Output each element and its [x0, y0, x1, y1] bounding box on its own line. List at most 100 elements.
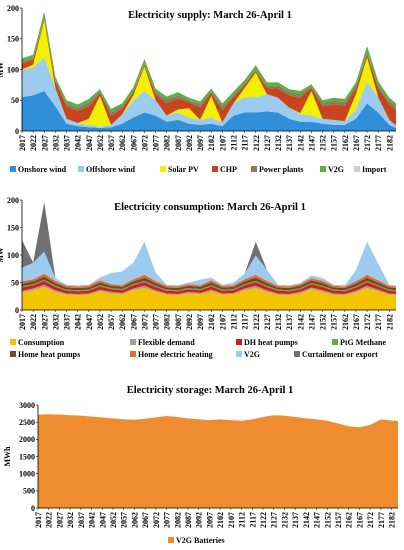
x-tick-label: 2092 [185, 314, 194, 330]
y-tick-label: 1000 [19, 469, 35, 478]
legend-item: Consumption [10, 338, 65, 347]
legend-label: CHP [220, 165, 237, 174]
legend-item: Curtailment or export [294, 350, 378, 359]
legend-label: V2G [328, 165, 344, 174]
x-tick-label: 2132 [274, 135, 283, 151]
x-tick-label: 2102 [216, 512, 225, 528]
x-tick-label: 2067 [129, 135, 138, 151]
x-tick-label: 2102 [207, 314, 216, 330]
chart-2: Electricity consumption: March 26-April … [0, 196, 396, 359]
x-tick-label: 2022 [29, 135, 38, 151]
x-tick-label: 2132 [274, 314, 283, 330]
x-tick-label: 2032 [51, 135, 60, 151]
x-tick-label: 2142 [296, 135, 305, 151]
x-tick-label: 2137 [285, 314, 294, 330]
x-tick-label: 2047 [85, 314, 94, 330]
x-tick-label: 2067 [141, 512, 150, 528]
legend-item: Onshore wind [10, 165, 67, 174]
x-tick-label: 2042 [88, 512, 97, 528]
x-tick-label: 2042 [74, 314, 83, 330]
x-tick-label: 2147 [307, 314, 316, 330]
x-tick-label: 2052 [96, 314, 105, 330]
legend-item: Solar PV [160, 165, 199, 174]
legend-label: PtG Methane [340, 338, 386, 347]
y-tick-label: 100 [7, 251, 19, 260]
legend-swatch [10, 351, 16, 357]
x-tick-label: 2162 [345, 512, 354, 528]
area-series-flexible-demand [22, 284, 396, 296]
legend-swatch [236, 339, 242, 345]
legend-swatch [294, 351, 300, 357]
y-tick-label: 150 [7, 35, 19, 44]
x-tick-label: 2077 [152, 314, 161, 330]
legend-label: Solar PV [168, 165, 199, 174]
x-tick-label: 2167 [352, 314, 361, 330]
x-tick-label: 2152 [323, 512, 332, 528]
x-tick-label: 2062 [130, 512, 139, 528]
legend-swatch [236, 351, 242, 357]
legend-item: PtG Methane [332, 338, 386, 347]
legend-item: V2G [320, 165, 344, 174]
x-tick-label: 2152 [319, 314, 328, 330]
y-tick-label: 150 [7, 223, 19, 232]
x-tick-label: 2087 [174, 135, 183, 151]
legend-swatch [354, 166, 360, 172]
x-tick-label: 2137 [285, 135, 294, 151]
y-tick-label: 3000 [19, 401, 35, 410]
legend-label: DH heat pumps [244, 338, 298, 347]
legend-item: V2G [236, 350, 260, 359]
legend-swatch [10, 339, 16, 345]
legend-label: Offshore wind [86, 165, 136, 174]
x-tick-label: 2092 [195, 512, 204, 528]
x-tick-label: 2027 [40, 314, 49, 330]
x-tick-label: 2042 [74, 135, 83, 151]
x-tick-label: 2027 [55, 512, 64, 528]
x-tick-label: 2077 [152, 135, 161, 151]
area-series-dh-heat-pumps [22, 280, 396, 295]
x-tick-label: 2122 [252, 314, 261, 330]
legend-label: Power plants [259, 165, 304, 174]
x-tick-label: 2082 [173, 512, 182, 528]
x-tick-label: 2092 [185, 135, 194, 151]
chart-title: Electricity storage: March 26-April 1 [127, 385, 294, 396]
y-tick-label: 100 [7, 65, 19, 74]
x-tick-label: 2177 [377, 512, 386, 528]
x-tick-label: 2182 [385, 314, 394, 330]
x-tick-label: 2097 [205, 512, 214, 528]
area-series-ptg-methane [22, 279, 396, 292]
y-tick-label: 0 [15, 127, 19, 136]
chart-1: Electricity supply: March 26-April 1 0 50 1… [0, 4, 396, 174]
chart-title: Electricity consumption: March 26-April … [114, 202, 306, 213]
x-tick-label: 2162 [341, 314, 350, 330]
x-tick-label: 2107 [218, 314, 227, 330]
x-tick-label: 2082 [163, 314, 172, 330]
x-tick-label: 2117 [241, 135, 250, 151]
legend-label: Flexible demand [138, 338, 195, 347]
x-tick-label: 2107 [218, 135, 227, 151]
x-tick-label: 2087 [174, 314, 183, 330]
y-tick-label: 200 [7, 196, 19, 205]
x-tick-label: 2142 [296, 314, 305, 330]
x-tick-label: 2157 [330, 314, 339, 330]
x-tick-label: 2172 [366, 512, 375, 528]
y-axis-label: MWh [3, 446, 12, 467]
x-tick-label: 2037 [63, 314, 72, 330]
x-tick-label: 2032 [66, 512, 75, 528]
x-tick-label: 2112 [238, 512, 247, 528]
x-tick-label: 2122 [252, 135, 261, 151]
x-tick-label: 2117 [241, 314, 250, 330]
chart-title: Electricity supply: March 26-April 1 [128, 10, 292, 21]
x-tick-label: 2142 [302, 512, 311, 528]
x-tick-label: 2172 [363, 135, 372, 151]
x-tick-label: 2157 [334, 512, 343, 528]
legend-item: Home electric heating [130, 350, 213, 359]
x-tick-label: 2117 [248, 512, 257, 528]
legend-label: Curtailment or export [302, 350, 378, 359]
x-tick-label: 2057 [107, 135, 116, 151]
legend-item: Import [354, 165, 387, 174]
legend-label: Onshore wind [18, 165, 67, 174]
x-tick-label: 2017 [18, 314, 27, 330]
legend-label: Home heat pumps [18, 350, 80, 359]
x-tick-label: 2037 [77, 512, 86, 528]
